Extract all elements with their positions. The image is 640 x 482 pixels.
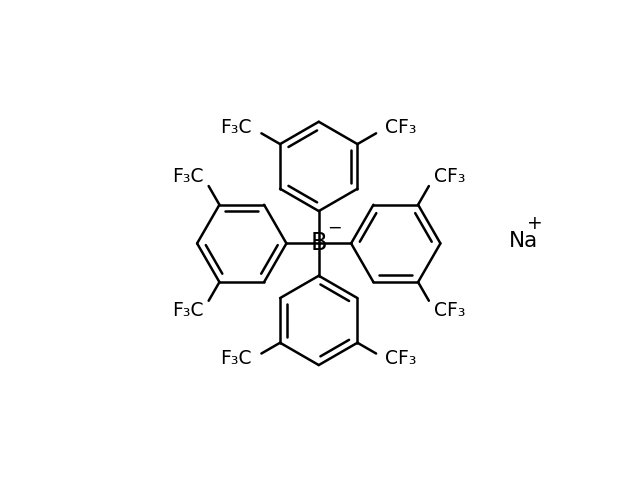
Text: CF₃: CF₃ bbox=[435, 167, 466, 186]
Text: −: − bbox=[327, 218, 342, 237]
Text: F₃C: F₃C bbox=[221, 119, 252, 137]
Text: Na: Na bbox=[509, 231, 538, 251]
Text: F₃C: F₃C bbox=[172, 301, 204, 320]
Text: F₃C: F₃C bbox=[172, 167, 204, 186]
Text: +: + bbox=[527, 214, 543, 233]
Text: CF₃: CF₃ bbox=[385, 349, 417, 368]
Text: CF₃: CF₃ bbox=[435, 301, 466, 320]
Text: B: B bbox=[310, 231, 327, 255]
Text: F₃C: F₃C bbox=[221, 349, 252, 368]
Text: CF₃: CF₃ bbox=[385, 119, 417, 137]
